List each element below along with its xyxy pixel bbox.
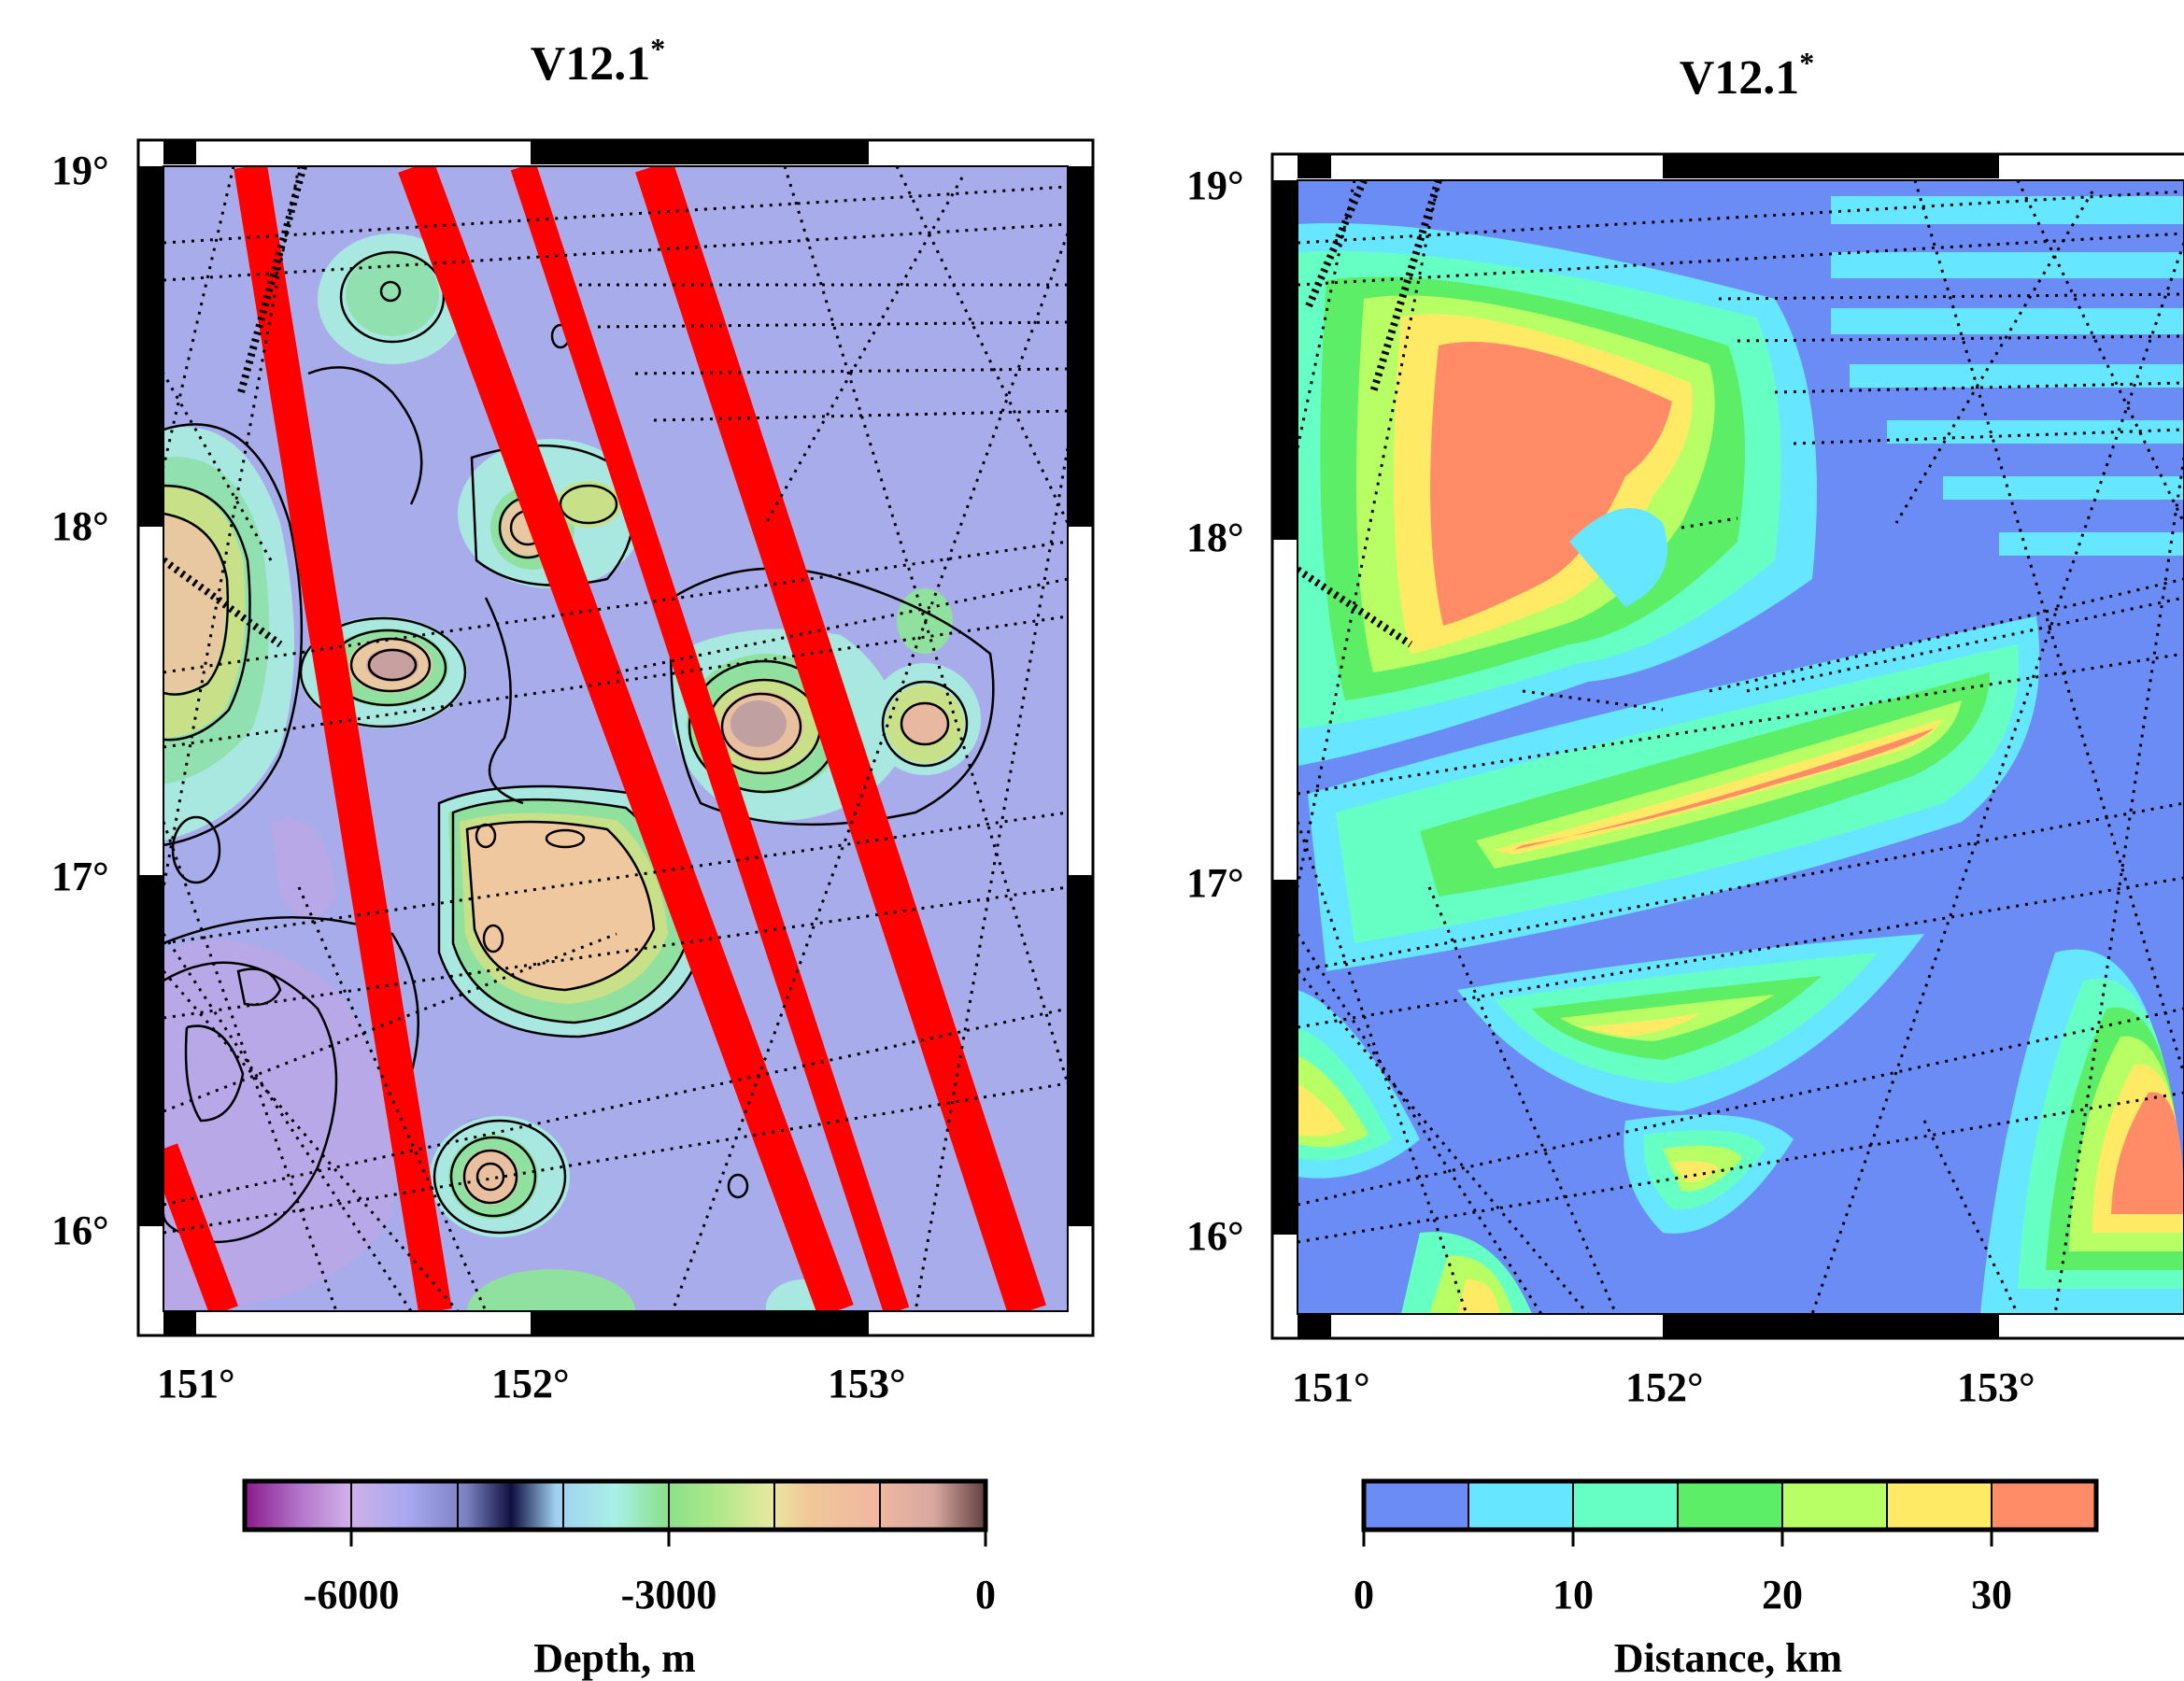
distance-colorbar-label: Distance, km <box>1614 1635 1842 1681</box>
lon-label-151: 151° <box>157 1361 235 1406</box>
lat-label-16-right: 16° <box>1186 1213 1244 1259</box>
red-altimetry-tracks <box>163 166 1046 1311</box>
distance-map-panel: V12.1* <box>1186 46 2184 1681</box>
distance-class-10-15 <box>1573 1481 1678 1530</box>
depth-tick-0: 0 <box>975 1572 996 1617</box>
seamount-central <box>439 786 701 1037</box>
depth-map-image <box>163 166 1068 1311</box>
distance-ship-tracks <box>1298 180 2184 1314</box>
depth-map-axis-labels: 19° 18° 17° 16° 151° 152° 153° <box>51 148 906 1406</box>
distance-colorbar: 0 10 20 30 Distance, km <box>1354 1478 2099 1681</box>
distance-map-title: V12.1* <box>1680 46 1815 105</box>
distance-zone-south <box>1401 1114 1794 1314</box>
lat-label-18-right: 18° <box>1186 515 1244 560</box>
lon-label-152-right: 152° <box>1625 1364 1704 1410</box>
distance-zone-south-central <box>1457 934 1924 1111</box>
distance-map-border-ticks <box>1272 154 1999 1338</box>
depth-colorbar: -6000 -3000 0 Depth, m <box>242 1478 996 1681</box>
lon-label-151-right: 151° <box>1292 1364 1370 1410</box>
distance-ship-tracks-dense <box>1298 180 1442 648</box>
lat-label-17: 17° <box>51 854 109 899</box>
distance-zone-northwest <box>1298 223 1817 766</box>
depth-tick-minus6000: -6000 <box>304 1572 400 1617</box>
distance-tick-20: 20 <box>1762 1572 1803 1617</box>
distance-tick-30: 30 <box>1971 1572 2012 1617</box>
deep-basin-area <box>163 939 394 1311</box>
lon-label-153: 153° <box>828 1361 906 1406</box>
ship-tracks-dense <box>163 166 307 648</box>
lon-label-152: 152° <box>491 1361 570 1406</box>
lat-label-16: 16° <box>51 1208 109 1253</box>
lat-label-18: 18° <box>51 503 109 549</box>
distance-class-5-10 <box>1468 1481 1573 1530</box>
depth-colorbar-label: Depth, m <box>533 1635 696 1681</box>
distance-tick-0: 0 <box>1354 1572 1374 1617</box>
lat-label-19-right: 19° <box>1186 162 1244 208</box>
distance-zone-east <box>1980 949 2184 1314</box>
distance-class-20-25 <box>1782 1481 1887 1530</box>
distance-map-axis-labels: 19° 18° 17° 16° 151° 152° 153° <box>1186 162 2035 1410</box>
depth-map-title: V12.1* <box>531 32 666 91</box>
distance-class-0-5 <box>1364 1481 1468 1530</box>
distance-class-30-35 <box>1992 1481 2096 1530</box>
distance-zone-central-band <box>1308 616 2040 971</box>
distance-class-15-20 <box>1678 1481 1782 1530</box>
ship-tracks <box>163 166 1068 1311</box>
lat-label-17-right: 17° <box>1186 860 1244 906</box>
depth-map-panel: V12.1* <box>51 32 1095 1681</box>
depth-map-border-ticks <box>138 140 1093 1335</box>
lon-label-153-right: 153° <box>1957 1364 2035 1410</box>
distance-map-image <box>1298 180 2184 1314</box>
distance-class-25-30 <box>1887 1481 1992 1530</box>
lat-label-19: 19° <box>51 148 109 193</box>
depth-tick-minus3000: -3000 <box>621 1572 717 1617</box>
seamount-west <box>163 427 294 840</box>
distance-tick-10: 10 <box>1553 1572 1594 1617</box>
distance-zone-southwest <box>1298 990 1420 1179</box>
